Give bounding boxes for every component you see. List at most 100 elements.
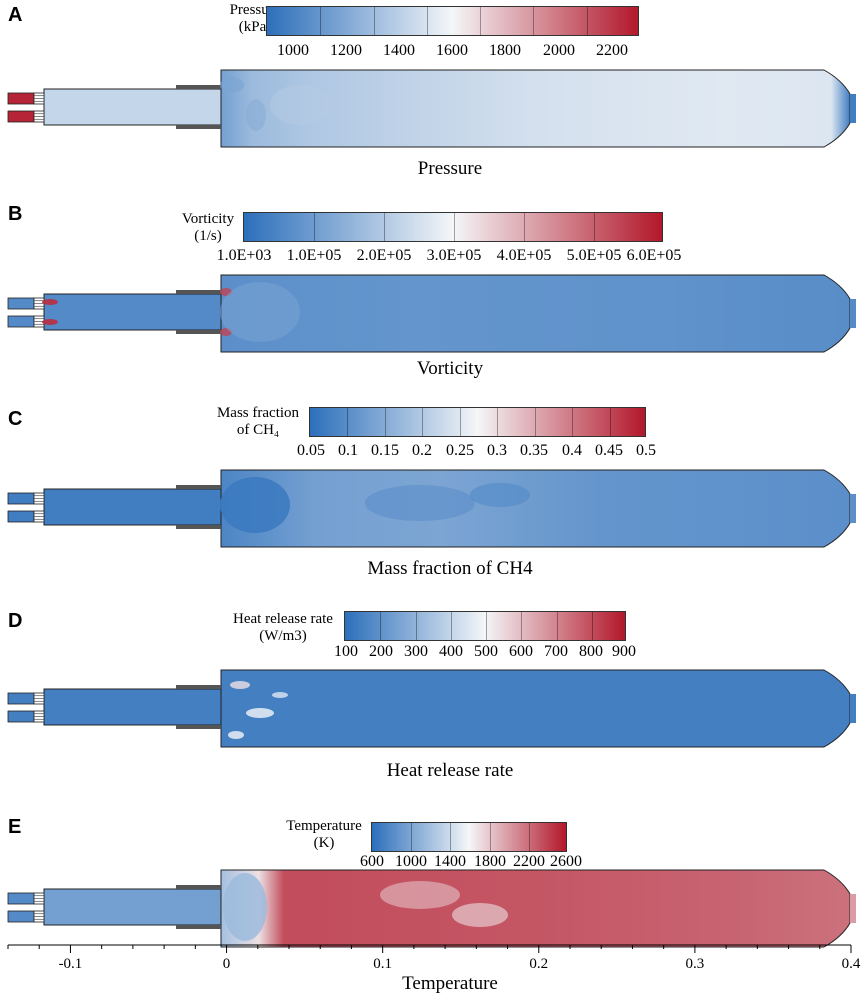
colorbar-tick: 0.25 — [446, 442, 474, 459]
colorbar-tick: 800 — [579, 643, 603, 660]
flow-structure — [380, 881, 460, 909]
colorbar-tick: 700 — [544, 643, 568, 660]
colorbar-tick: 1800 — [474, 853, 506, 870]
colorbar-divider — [528, 823, 530, 851]
colorbar-divider — [591, 612, 593, 640]
colorbar-d — [344, 611, 626, 641]
colorbar-title-c-line1: Mass fraction — [216, 405, 300, 421]
flow-structure — [220, 282, 300, 342]
colorbar-ticks-a: 1000 1200 1400 1600 1800 2000 2200 — [0, 42, 865, 62]
colorbar-divider — [489, 823, 491, 851]
flange — [176, 330, 221, 334]
colorbar-tick: 1800 — [489, 42, 521, 59]
flow-structure — [42, 319, 58, 325]
outlet — [850, 894, 856, 923]
inlet-channel — [7, 315, 35, 328]
colorbar-divider — [459, 408, 461, 436]
colorbar-ticks-b: 1.0E+03 1.0E+05 2.0E+05 3.0E+05 4.0E+05 … — [0, 247, 865, 267]
colorbar-divider — [556, 612, 558, 640]
colorbar-tick: 1200 — [330, 42, 362, 59]
colorbar-tick: 900 — [612, 643, 636, 660]
combustor-vorticity-field — [7, 274, 856, 353]
colorbar-tick: 0.35 — [520, 442, 548, 459]
colorbar-tick: 2000 — [543, 42, 575, 59]
outlet — [850, 94, 856, 123]
flange — [176, 290, 221, 294]
premix-tube — [43, 88, 222, 126]
flange — [176, 885, 221, 889]
colorbar-divider — [380, 612, 382, 640]
colorbar-tick: 5.0E+05 — [566, 247, 622, 264]
colorbar-tick: 0.3 — [487, 442, 507, 459]
inlet-channel — [7, 910, 35, 923]
inlet-channel — [7, 492, 35, 505]
panel-letter-b: B — [8, 203, 23, 225]
combustor-ch4-field — [7, 469, 856, 548]
outlet — [850, 494, 856, 523]
premix-tube — [43, 488, 222, 526]
flow-structure — [230, 681, 250, 689]
colorbar-divider — [373, 7, 375, 35]
colorbar-tick: 1.0E+05 — [286, 247, 342, 264]
colorbar-tick: 2600 — [550, 853, 582, 870]
colorbar-divider — [320, 7, 322, 35]
colorbar-divider — [347, 408, 349, 436]
flow-structure — [272, 692, 288, 698]
colorbar-tick: 4.0E+05 — [496, 247, 552, 264]
flow-structure — [270, 85, 330, 125]
colorbar-title-a-line2: (kPa) — [238, 19, 272, 35]
colorbar-tick: 0.1 — [338, 442, 358, 459]
flange — [176, 125, 221, 129]
panel-letter-a: A — [8, 4, 23, 26]
flange — [176, 925, 221, 929]
colorbar-divider — [497, 408, 499, 436]
inlet-channel — [7, 510, 35, 523]
colorbar-title-b-line2: (1/s) — [194, 228, 222, 244]
flow-structure — [42, 299, 58, 305]
caption-pressure: Pressure — [417, 158, 483, 179]
flow-structure — [246, 99, 266, 131]
flange — [176, 85, 221, 89]
outlet — [850, 694, 856, 723]
colorbar-ticks-d: 100 200 300 400 500 600 700 800 900 — [0, 643, 865, 663]
colorbar-divider — [422, 408, 424, 436]
flow-structure — [220, 77, 244, 93]
flow-structure — [365, 485, 475, 521]
x-axis-tick-label: 0.3 — [685, 956, 705, 972]
x-axis-tick-label: 0.1 — [373, 956, 393, 972]
x-axis — [7, 944, 852, 953]
colorbar-divider — [454, 213, 455, 241]
x-axis-tick-label: 0 — [222, 956, 231, 972]
colorbar-tick: 100 — [334, 643, 358, 660]
colorbar-ticks-c: 0.05 0.1 0.15 0.2 0.25 0.3 0.35 0.4 0.45… — [0, 442, 865, 462]
colorbar-a — [266, 6, 639, 36]
colorbar-divider — [450, 823, 452, 851]
inlet-channel — [7, 297, 35, 310]
colorbar-tick: 2200 — [596, 42, 628, 59]
colorbar-tick: 0.15 — [371, 442, 399, 459]
caption-mass-fraction: Mass fraction of CH4 — [367, 558, 533, 579]
flange — [176, 485, 221, 489]
colorbar-b — [243, 212, 663, 242]
colorbar-divider — [384, 408, 386, 436]
colorbar-tick: 600 — [509, 643, 533, 660]
colorbar-title-e-line2: (K) — [313, 835, 335, 851]
colorbar-tick: 1000 — [277, 42, 309, 59]
colorbar-tick: 300 — [404, 643, 428, 660]
colorbar-e — [371, 822, 567, 852]
panel-letter-e: E — [8, 816, 22, 838]
colorbar-divider — [609, 408, 611, 436]
colorbar-title-b: Vorticity (1/s) — [170, 211, 246, 245]
colorbar-title-d: Heat release rate (W/m3) — [218, 611, 348, 645]
premix-tube — [43, 888, 222, 926]
colorbar-title-b-line1: Vorticity — [181, 211, 235, 227]
colorbar-title-e: Temperature (K) — [276, 818, 372, 852]
colorbar-divider — [572, 408, 574, 436]
colorbar-tick: 0.5 — [636, 442, 656, 459]
colorbar-tick: 2.0E+05 — [356, 247, 412, 264]
flow-structure — [470, 483, 530, 507]
colorbar-title-c: Mass fraction of CH₄ — [204, 405, 312, 439]
panel-letter-c: C — [8, 408, 23, 430]
combustion-chamber — [220, 469, 851, 548]
colorbar-tick: 400 — [439, 643, 463, 660]
